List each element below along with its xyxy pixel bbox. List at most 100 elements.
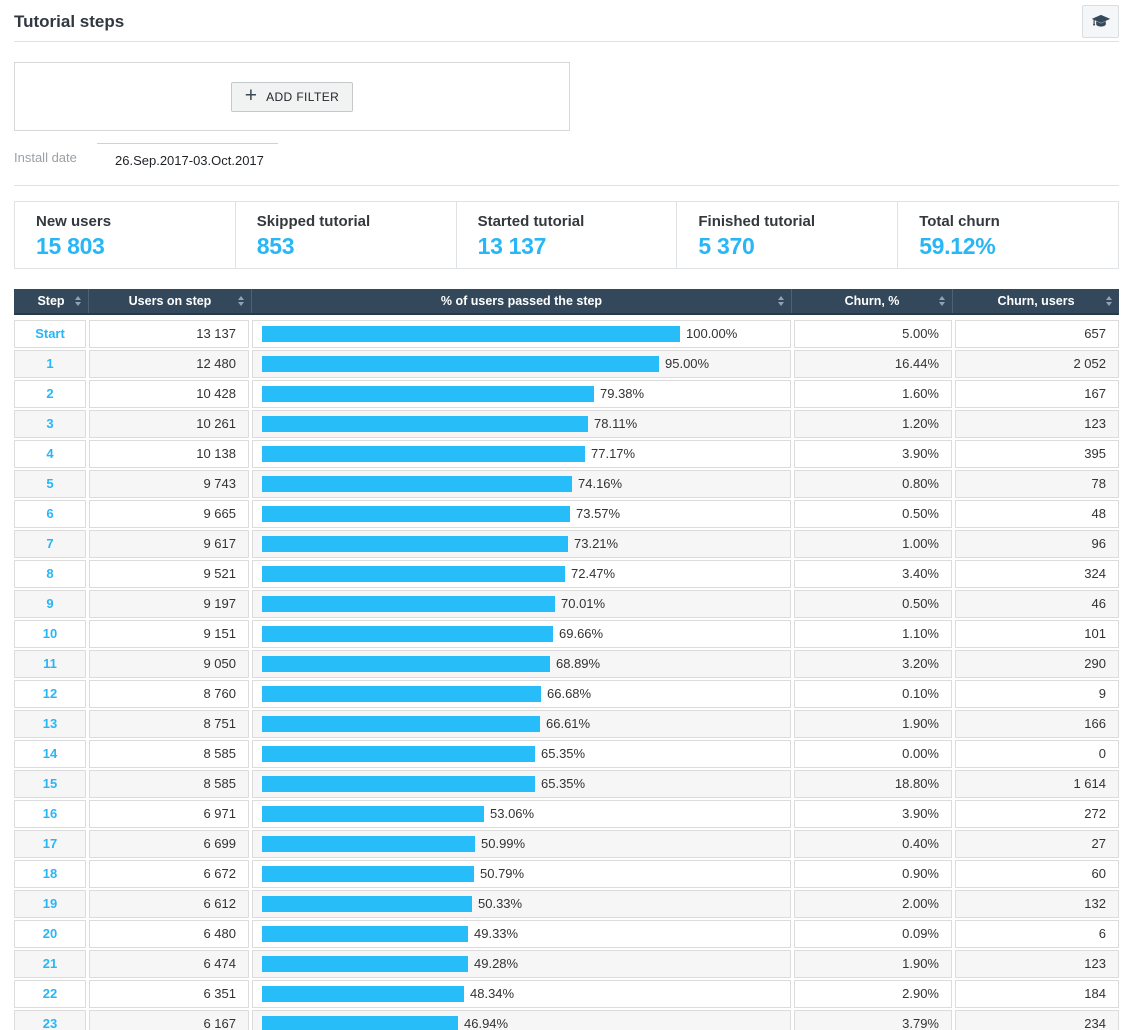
sort-icon[interactable]	[75, 296, 81, 306]
step-link[interactable]: 15	[14, 770, 86, 798]
passed-cell: 78.11%	[252, 410, 791, 438]
tutorial-help-button[interactable]	[1082, 5, 1119, 38]
sort-asc-icon	[1106, 296, 1112, 300]
passed-bar	[262, 536, 568, 552]
table-row: 19 6 612 50.33% 2.00% 132	[14, 890, 1119, 918]
step-link[interactable]: 16	[14, 800, 86, 828]
table-row: 11 9 050 68.89% 3.20% 290	[14, 650, 1119, 678]
step-link[interactable]: 22	[14, 980, 86, 1008]
add-filter-button[interactable]: + ADD FILTER	[230, 81, 354, 112]
passed-label: 79.38%	[600, 386, 645, 401]
churn-users-cell: 234	[955, 1010, 1119, 1030]
step-link[interactable]: 11	[14, 650, 86, 678]
passed-cell: 68.89%	[252, 650, 791, 678]
passed-label: 78.11%	[594, 416, 638, 431]
sort-desc-icon	[778, 302, 784, 306]
passed-cell: 50.79%	[252, 860, 791, 888]
passed-label: 50.33%	[478, 896, 523, 911]
passed-bar	[262, 716, 540, 732]
churn-users-cell: 132	[955, 890, 1119, 918]
sort-icon[interactable]	[238, 296, 244, 306]
churn-users-cell: 96	[955, 530, 1119, 558]
users-on-step-cell: 10 138	[89, 440, 249, 468]
users-on-step-cell: 10 428	[89, 380, 249, 408]
plus-icon: +	[244, 84, 258, 107]
column-header-churn-[interactable]: Churn, %	[791, 289, 952, 313]
column-header--of-users-passed-the-step[interactable]: % of users passed the step	[251, 289, 791, 313]
passed-label: 65.35%	[541, 746, 586, 761]
churn-users-cell: 101	[955, 620, 1119, 648]
summary-card-new-users: New users 15 803	[14, 201, 236, 269]
step-link[interactable]: 18	[14, 860, 86, 888]
table-row: 15 8 585 65.35% 18.80% 1 614	[14, 770, 1119, 798]
churn-users-cell: 166	[955, 710, 1119, 738]
passed-label: 95.00%	[665, 356, 710, 371]
install-date-row: Install date 26.Sep.2017-03.Oct.2017	[14, 143, 1119, 169]
step-link[interactable]: 10	[14, 620, 86, 648]
step-link[interactable]: 13	[14, 710, 86, 738]
users-on-step-cell: 13 137	[89, 320, 249, 348]
passed-bar	[262, 956, 468, 972]
churn-pct-cell: 3.40%	[794, 560, 952, 588]
users-on-step-cell: 6 612	[89, 890, 249, 918]
step-link[interactable]: 8	[14, 560, 86, 588]
sort-desc-icon	[238, 302, 244, 306]
step-link[interactable]: 14	[14, 740, 86, 768]
passed-cell: 79.38%	[252, 380, 791, 408]
step-link[interactable]: 9	[14, 590, 86, 618]
step-link[interactable]: 20	[14, 920, 86, 948]
add-filter-label: ADD FILTER	[266, 89, 340, 104]
users-on-step-cell: 6 971	[89, 800, 249, 828]
column-header-users-on-step[interactable]: Users on step	[88, 289, 251, 313]
step-link[interactable]: 5	[14, 470, 86, 498]
passed-label: 73.57%	[576, 506, 621, 521]
passed-label: 53.06%	[490, 806, 535, 821]
summary-card-skipped-tutorial: Skipped tutorial 853	[234, 201, 457, 269]
passed-label: 46.94%	[464, 1016, 509, 1030]
passed-bar	[262, 626, 553, 642]
step-link[interactable]: Start	[14, 320, 86, 348]
churn-users-cell: 123	[955, 950, 1119, 978]
passed-bar	[262, 776, 535, 792]
step-link[interactable]: 2	[14, 380, 86, 408]
step-link[interactable]: 17	[14, 830, 86, 858]
summary-card-total-churn: Total churn 59.12%	[897, 201, 1119, 269]
step-link[interactable]: 7	[14, 530, 86, 558]
sort-desc-icon	[75, 302, 81, 306]
users-on-step-cell: 9 050	[89, 650, 249, 678]
passed-cell: 73.21%	[252, 530, 791, 558]
passed-cell: 72.47%	[252, 560, 791, 588]
step-link[interactable]: 12	[14, 680, 86, 708]
column-header-step[interactable]: Step	[14, 289, 88, 313]
churn-users-cell: 290	[955, 650, 1119, 678]
step-link[interactable]: 23	[14, 1010, 86, 1030]
sort-icon[interactable]	[778, 296, 784, 306]
churn-pct-cell: 1.00%	[794, 530, 952, 558]
step-link[interactable]: 6	[14, 500, 86, 528]
card-value: 13 137	[477, 233, 547, 259]
step-link[interactable]: 3	[14, 410, 86, 438]
install-date-field[interactable]: 26.Sep.2017-03.Oct.2017	[97, 143, 278, 170]
users-on-step-cell: 8 585	[89, 770, 249, 798]
sort-icon[interactable]	[1106, 296, 1112, 306]
step-link[interactable]: 4	[14, 440, 86, 468]
sort-asc-icon	[778, 296, 784, 300]
sort-asc-icon	[939, 296, 945, 300]
step-link[interactable]: 19	[14, 890, 86, 918]
churn-users-cell: 9	[955, 680, 1119, 708]
passed-label: 74.16%	[578, 476, 623, 491]
users-on-step-cell: 6 480	[89, 920, 249, 948]
churn-pct-cell: 3.79%	[794, 1010, 952, 1030]
churn-pct-cell: 18.80%	[794, 770, 952, 798]
column-header-churn-users[interactable]: Churn, users	[952, 289, 1119, 313]
sort-icon[interactable]	[939, 296, 945, 306]
churn-users-cell: 2 052	[955, 350, 1119, 378]
step-link[interactable]: 1	[14, 350, 86, 378]
passed-cell: 70.01%	[252, 590, 791, 618]
step-link[interactable]: 21	[14, 950, 86, 978]
card-value: 59.12%	[919, 233, 996, 259]
tutorial-steps-table: Step Users on step % of users passed the s…	[14, 289, 1119, 1030]
users-on-step-cell: 9 665	[89, 500, 249, 528]
